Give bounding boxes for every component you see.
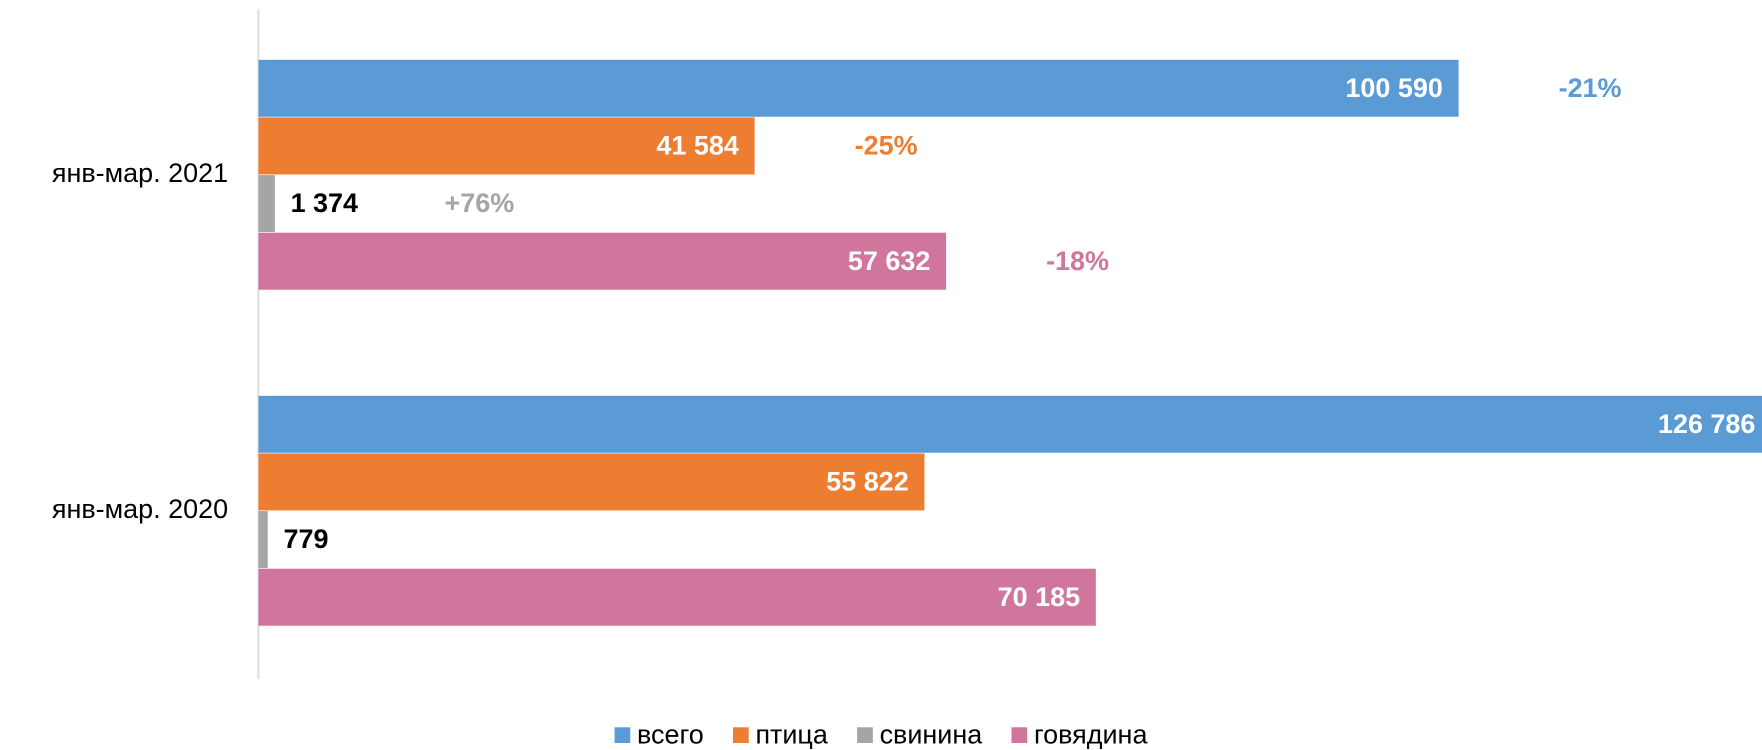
data-label: 57 632 [848, 246, 930, 276]
data-label: 126 786 [1658, 409, 1755, 439]
legend-swatch [732, 727, 749, 744]
data-label: 779 [283, 524, 328, 554]
legend-label: птица [755, 719, 827, 749]
change-label: +76% [445, 188, 515, 218]
legend-swatch [614, 727, 631, 744]
legend-swatch [857, 727, 873, 744]
bar [258, 568, 1096, 626]
bar [258, 232, 947, 290]
bar [258, 511, 268, 569]
bar [258, 453, 925, 511]
data-label: 100 590 [1345, 73, 1442, 103]
legend-label: всего [637, 719, 704, 749]
bar [258, 59, 1459, 117]
data-label: 41 584 [656, 131, 738, 161]
data-label: 1 374 [291, 188, 358, 218]
bar [258, 117, 755, 175]
legend-swatch [1011, 727, 1028, 744]
change-label: -21% [1559, 73, 1622, 103]
category-label: янв-мар. 2021 [52, 158, 228, 188]
bar [258, 395, 1762, 453]
change-label: -18% [1046, 246, 1109, 276]
data-label: 55 822 [826, 467, 908, 497]
change-label: -25% [855, 131, 918, 161]
data-label: 70 185 [998, 582, 1080, 612]
category-label: янв-мар. 2020 [52, 494, 228, 524]
legend-label: свинина [880, 719, 983, 749]
legend-label: говядина [1034, 719, 1148, 749]
bar [258, 175, 275, 233]
